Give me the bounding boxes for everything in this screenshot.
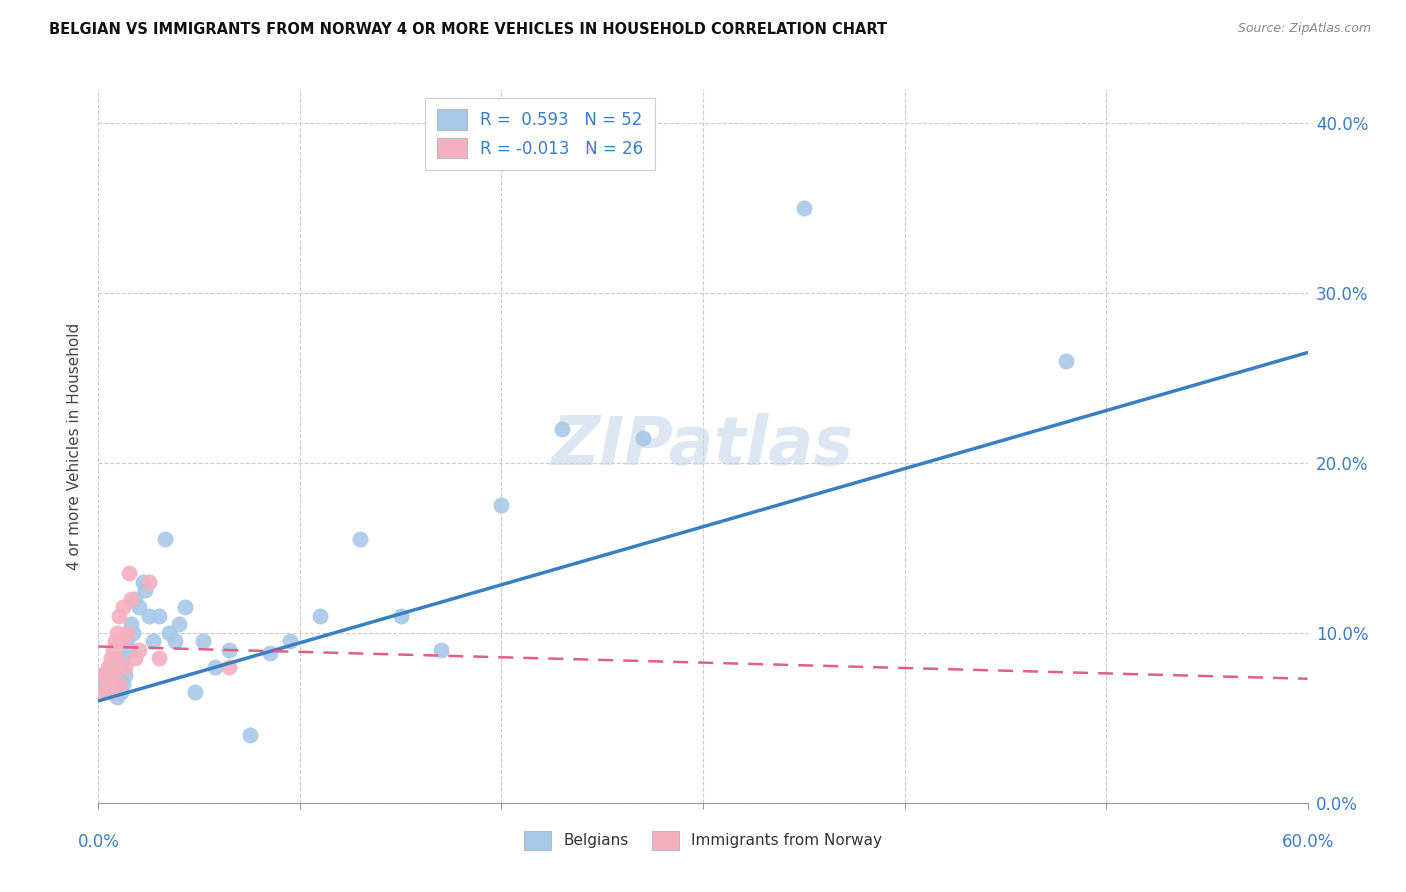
Point xyxy=(107,608,129,623)
Point xyxy=(103,660,125,674)
Point xyxy=(118,566,141,581)
Point xyxy=(138,574,160,589)
Point xyxy=(793,201,815,215)
Point xyxy=(111,677,134,691)
Text: BELGIAN VS IMMIGRANTS FROM NORWAY 4 OR MORE VEHICLES IN HOUSEHOLD CORRELATION CH: BELGIAN VS IMMIGRANTS FROM NORWAY 4 OR M… xyxy=(49,22,887,37)
Point xyxy=(124,651,146,665)
Y-axis label: 4 or more Vehicles in Household: 4 or more Vehicles in Household xyxy=(67,322,83,570)
Point xyxy=(101,668,124,682)
Point xyxy=(101,643,124,657)
Point xyxy=(93,677,115,691)
Point xyxy=(107,673,129,688)
Point xyxy=(142,634,165,648)
Point xyxy=(105,690,128,705)
Point xyxy=(218,660,240,674)
Point xyxy=(103,680,125,694)
Point xyxy=(110,685,132,699)
Point xyxy=(132,574,155,589)
Point xyxy=(96,680,118,694)
Legend: Belgians, Immigrants from Norway: Belgians, Immigrants from Norway xyxy=(517,825,889,855)
Point xyxy=(97,685,120,699)
Point xyxy=(97,660,120,674)
Point xyxy=(128,643,150,657)
Point xyxy=(239,728,262,742)
Point xyxy=(115,634,138,648)
Point xyxy=(96,668,118,682)
Point xyxy=(1054,354,1077,368)
Point xyxy=(91,685,114,699)
Point xyxy=(157,626,180,640)
Point xyxy=(121,626,143,640)
Point xyxy=(110,663,132,677)
Point xyxy=(491,499,513,513)
Point xyxy=(100,660,122,674)
Point xyxy=(100,651,122,665)
Point xyxy=(309,608,332,623)
Point xyxy=(103,673,125,688)
Text: ZIPatlas: ZIPatlas xyxy=(553,413,853,479)
Point xyxy=(218,643,240,657)
Point xyxy=(105,626,128,640)
Point xyxy=(163,634,186,648)
Point xyxy=(107,660,129,674)
Point xyxy=(105,668,128,682)
Point xyxy=(101,685,124,699)
Point xyxy=(134,583,156,598)
Point xyxy=(120,591,142,606)
Point xyxy=(389,608,412,623)
Point xyxy=(193,634,215,648)
Point xyxy=(110,634,132,648)
Point xyxy=(97,677,120,691)
Point xyxy=(114,660,136,674)
Point xyxy=(278,634,301,648)
Point xyxy=(103,634,125,648)
Point xyxy=(111,600,134,615)
Point xyxy=(100,680,122,694)
Point xyxy=(101,668,124,682)
Point xyxy=(138,608,160,623)
Point xyxy=(118,643,141,657)
Point xyxy=(148,608,170,623)
Point xyxy=(111,651,134,665)
Point xyxy=(120,617,142,632)
Point xyxy=(174,600,197,615)
Point xyxy=(115,626,138,640)
Point xyxy=(167,617,190,632)
Point xyxy=(128,600,150,615)
Point xyxy=(105,651,128,665)
Point xyxy=(631,430,654,444)
Point xyxy=(430,643,453,657)
Point xyxy=(148,651,170,665)
Point xyxy=(100,685,122,699)
Point xyxy=(107,677,129,691)
Text: 60.0%: 60.0% xyxy=(1281,833,1334,851)
Point xyxy=(93,668,115,682)
Text: Source: ZipAtlas.com: Source: ZipAtlas.com xyxy=(1237,22,1371,36)
Point xyxy=(349,533,371,547)
Point xyxy=(204,660,226,674)
Point xyxy=(114,668,136,682)
Point xyxy=(153,533,176,547)
Point xyxy=(551,422,574,436)
Point xyxy=(91,668,114,682)
Point xyxy=(259,646,281,660)
Text: 0.0%: 0.0% xyxy=(77,833,120,851)
Point xyxy=(124,591,146,606)
Point xyxy=(184,685,207,699)
Point xyxy=(97,673,120,688)
